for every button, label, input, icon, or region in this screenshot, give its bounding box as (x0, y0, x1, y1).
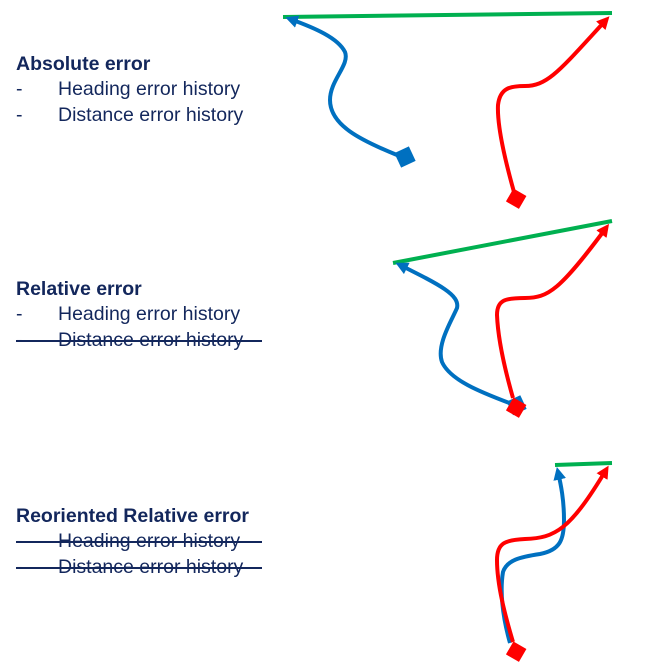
blue-trajectory (395, 262, 513, 406)
red-start-square (505, 397, 527, 418)
absolute-error-diagram (282, 11, 613, 209)
list-item: - Heading error history (16, 78, 241, 100)
red-trajectory (495, 16, 610, 193)
list-item-struck: -Distance error history (16, 327, 262, 353)
error-line (282, 11, 613, 19)
red-start-square (505, 188, 527, 209)
blue-start-square (394, 146, 416, 168)
section-title: Absolute error (16, 53, 151, 75)
strikethrough (16, 340, 262, 342)
list-item: - Heading error history (16, 303, 241, 325)
relative-error-diagram (392, 219, 613, 418)
section-reoriented-relative-error: Reoriented Relative error -Heading error… (16, 504, 262, 580)
list-item-struck: -Heading error history (16, 528, 262, 554)
strikethrough (16, 541, 262, 543)
section-title: Relative error (16, 278, 142, 300)
section-absolute-error: Absolute error - Heading error history -D… (16, 52, 243, 128)
error-line (554, 461, 613, 467)
list-item-struck: -Distance error history (16, 554, 262, 580)
reoriented-relative-error-diagram (494, 461, 613, 662)
list-item: - Distance error history (16, 104, 244, 126)
section-relative-error: Relative error -Heading error history -D… (16, 277, 262, 353)
red-start-square (505, 641, 527, 662)
strikethrough (16, 567, 262, 569)
blue-trajectory (285, 15, 398, 157)
red-trajectory (494, 223, 610, 399)
error-line (392, 219, 613, 265)
blue-trajectory (499, 467, 567, 644)
red-trajectory (494, 465, 609, 643)
section-title: Reoriented Relative error (16, 505, 250, 527)
